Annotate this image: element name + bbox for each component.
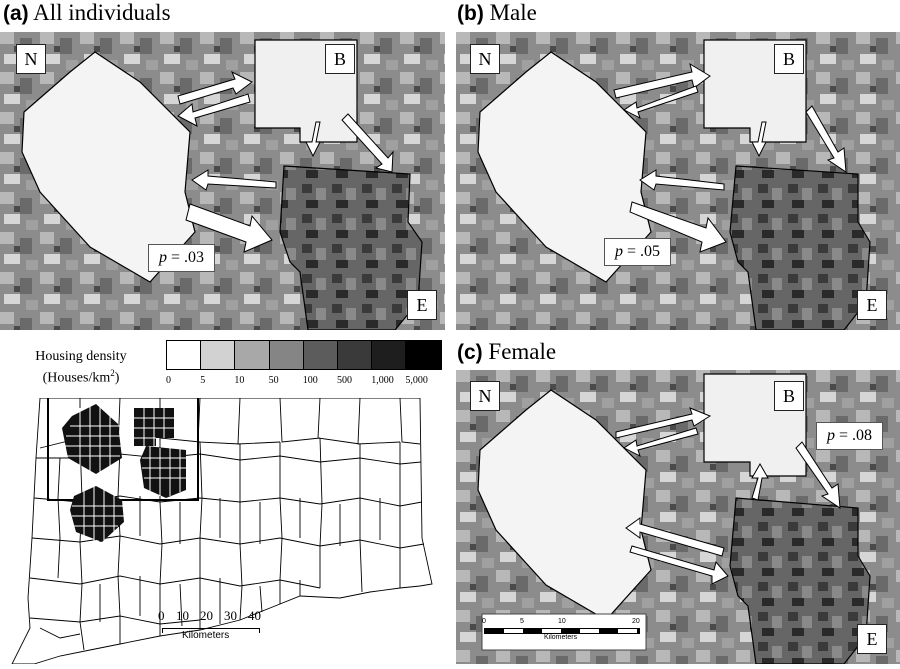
scalebar-female-tick-20: 20 xyxy=(632,618,640,625)
legend-swatch xyxy=(337,340,373,370)
site-b-label-b: B xyxy=(774,44,804,74)
legend-title-line1: Housing density xyxy=(35,349,127,364)
scalebar-state: 0 10 20 30 40 Kilometers xyxy=(158,608,266,642)
site-e-label-a: E xyxy=(407,290,437,320)
panel-c-letter: (c) xyxy=(457,341,483,364)
scalebar-state-tick-10: 10 xyxy=(176,608,189,623)
scalebar-female-tick-10: 10 xyxy=(558,618,566,625)
site-n-label-a: N xyxy=(16,44,46,74)
legend-swatch xyxy=(166,340,202,370)
legend-swatch xyxy=(302,340,338,370)
panel-a-letter: (a) xyxy=(3,2,29,25)
legend-swatch xyxy=(371,340,407,370)
map-b-svg xyxy=(456,32,900,330)
scalebar-state-tick-30: 30 xyxy=(224,608,237,623)
panel-c-title-text: Female xyxy=(488,339,557,364)
scalebar-female-tick-5: 5 xyxy=(520,618,524,625)
map-panel-a xyxy=(0,32,445,330)
scalebar-state-tick-40: 40 xyxy=(248,608,261,623)
legend-tick: 100 xyxy=(302,375,318,386)
legend-tick: 50 xyxy=(268,375,279,386)
scalebar-female: 0 5 10 20 Kilometers xyxy=(482,618,644,648)
panel-a-title: (a) All individuals xyxy=(3,1,171,26)
legend-tick: 10 xyxy=(234,375,245,386)
p-value-b: p = .05 xyxy=(604,238,672,266)
legend-tick: 500 xyxy=(337,375,352,386)
legend-swatch xyxy=(200,340,236,370)
legend-tick: 1,000 xyxy=(371,375,394,386)
scalebar-female-tick-0: 0 xyxy=(482,618,486,625)
panel-b-title: (b) Male xyxy=(457,1,537,26)
site-e-label-b: E xyxy=(857,290,887,320)
legend-title-line2: (Houses/km2) xyxy=(42,368,120,386)
scalebar-female-unit: Kilometers xyxy=(544,634,578,641)
legend-title: Housing density (Houses/km2) xyxy=(2,348,160,387)
legend-swatch xyxy=(405,340,442,370)
site-b-label-a: B xyxy=(325,44,355,74)
study-grids xyxy=(62,404,186,542)
site-b-label-c: B xyxy=(774,381,804,411)
panel-a-title-text: All individuals xyxy=(33,0,171,25)
p-value-c: p = .08 xyxy=(816,422,884,450)
site-e-label-c: E xyxy=(857,624,887,654)
site-e-boundary xyxy=(279,165,423,330)
legend-tick: 5 xyxy=(200,375,206,386)
scalebar-state-tick-20: 20 xyxy=(200,608,213,623)
panel-c-title: (c) Female xyxy=(457,340,556,365)
panel-b-letter: (b) xyxy=(457,2,484,25)
map-panel-b xyxy=(456,32,900,330)
legend-swatch xyxy=(268,340,304,370)
site-n-label-c: N xyxy=(470,381,500,411)
legend-tick: 5,000 xyxy=(405,375,428,386)
panel-b-title-text: Male xyxy=(489,0,537,25)
map-c-svg xyxy=(456,370,900,664)
legend-tick: 0 xyxy=(166,375,171,386)
scalebar-state-unit: Kilometers xyxy=(182,630,230,641)
grid-lines xyxy=(64,406,186,542)
scalebar-state-tick-0: 0 xyxy=(158,608,165,623)
map-a-svg xyxy=(0,32,445,330)
p-value-a: p = .03 xyxy=(148,244,216,272)
site-n-label-b: N xyxy=(470,44,500,74)
legend-swatch xyxy=(234,340,270,370)
map-panel-c xyxy=(456,370,900,664)
